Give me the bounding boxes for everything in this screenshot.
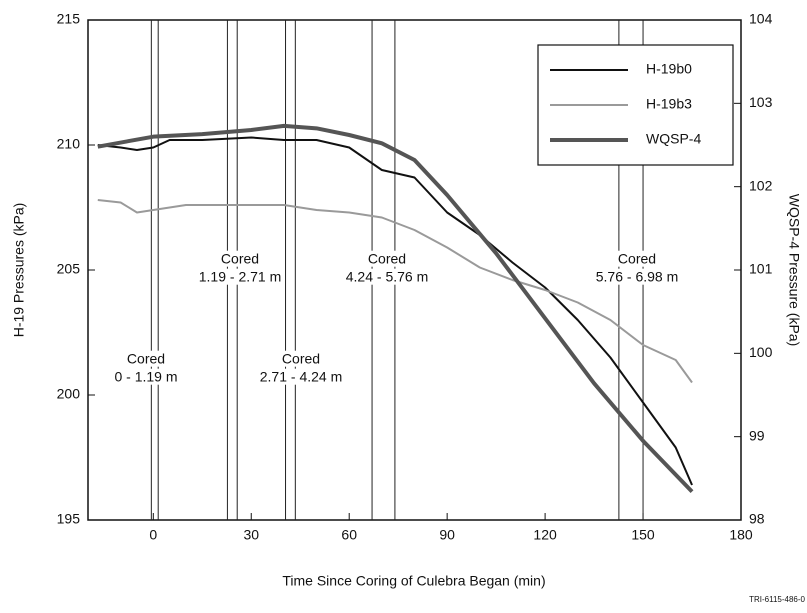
annotation: Cored [282,351,320,367]
annotation-bg [257,368,345,385]
x-axis-label: Time Since Coring of Culebra Began (min) [282,573,545,589]
annotation: 2.71 - 4.24 m [260,369,343,385]
x-tick-label: 180 [729,527,753,543]
y-tick-label: 210 [57,136,81,152]
annotation: Cored [618,251,656,267]
legend-label: H-19b0 [646,61,692,77]
annotation-bg [112,368,180,385]
y-tick-label: 195 [57,511,81,527]
x-tick-label: 90 [439,527,455,543]
x-tick-label: 0 [149,527,157,543]
y2-tick-label: 104 [749,11,773,27]
x-tick-label: 120 [533,527,557,543]
y2-tick-label: 100 [749,344,773,360]
legend-label: H-19b3 [646,96,692,112]
x-tick-label: 60 [341,527,357,543]
y-axis-label: H-19 Pressures (kPa) [11,203,27,338]
annotation-bg [593,268,681,285]
annotation-bg [343,268,431,285]
y2-tick-label: 98 [749,511,765,527]
y-tick-label: 215 [57,11,81,27]
annotation: Cored [127,351,165,367]
annotation-bg [365,250,409,267]
annotation-bg [615,250,659,267]
x-tick-label: 30 [243,527,259,543]
annotation: 1.19 - 2.71 m [199,269,282,285]
annotation: Cored [221,251,259,267]
annotation-bg [124,350,168,367]
series-line [97,136,693,486]
y-tick-label: 200 [57,386,81,402]
y2-axis-label: WQSP-4 Pressure (kPa) [786,194,802,346]
y2-tick-label: 102 [749,177,773,193]
y2-tick-label: 101 [749,261,773,277]
series-line [97,199,693,384]
annotation: 0 - 1.19 m [114,369,177,385]
annotation-bg [196,268,284,285]
annotation-bg [218,250,262,267]
y2-tick-label: 103 [749,94,773,110]
annotation-bg [279,350,323,367]
footnote: TRI-6115-486-0 [749,595,805,604]
annotation: 5.76 - 6.98 m [596,269,679,285]
y-tick-label: 205 [57,261,81,277]
x-tick-label: 150 [631,527,655,543]
annotation: Cored [368,251,406,267]
series-line [97,123,694,494]
legend-label: WQSP-4 [646,131,701,147]
annotation: 4.24 - 5.76 m [346,269,429,285]
y2-tick-label: 99 [749,427,765,443]
